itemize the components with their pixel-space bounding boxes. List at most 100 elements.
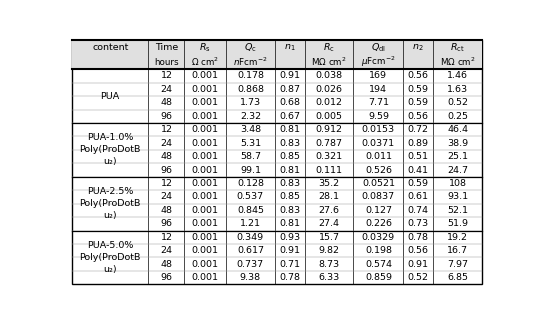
Text: 7.71: 7.71 <box>368 98 389 107</box>
Text: Time: Time <box>155 44 178 52</box>
Text: 0.56: 0.56 <box>408 71 429 80</box>
Text: 0.001: 0.001 <box>192 165 219 174</box>
Text: 0.001: 0.001 <box>192 273 219 282</box>
Text: 0.001: 0.001 <box>192 125 219 134</box>
Text: 0.321: 0.321 <box>316 152 343 161</box>
Text: 9.38: 9.38 <box>240 273 261 282</box>
Text: $Q_{\mathsf{c}}$: $Q_{\mathsf{c}}$ <box>244 42 257 54</box>
Text: 0.198: 0.198 <box>365 246 392 255</box>
Text: 0.617: 0.617 <box>237 246 264 255</box>
Text: 0.012: 0.012 <box>316 98 343 107</box>
Text: 0.87: 0.87 <box>279 85 300 94</box>
Text: u₂): u₂) <box>103 157 117 166</box>
Text: 27.6: 27.6 <box>318 206 340 215</box>
Text: 48: 48 <box>160 152 173 161</box>
Text: 27.4: 27.4 <box>318 219 340 228</box>
Text: 0.526: 0.526 <box>365 165 392 174</box>
Text: 24: 24 <box>160 139 173 148</box>
Text: 0.81: 0.81 <box>279 125 300 134</box>
Text: 0.83: 0.83 <box>279 206 300 215</box>
Text: 0.001: 0.001 <box>192 152 219 161</box>
Text: $R_{\mathsf{s}}$: $R_{\mathsf{s}}$ <box>199 42 211 54</box>
Text: 0.001: 0.001 <box>192 98 219 107</box>
Text: 0.111: 0.111 <box>316 165 343 174</box>
Text: PUA-5.0%: PUA-5.0% <box>87 241 133 250</box>
Text: 0.001: 0.001 <box>192 112 219 121</box>
Text: 0.787: 0.787 <box>316 139 343 148</box>
Text: 48: 48 <box>160 98 173 107</box>
Text: 0.868: 0.868 <box>237 85 264 94</box>
Text: 0.026: 0.026 <box>316 85 343 94</box>
Text: 0.71: 0.71 <box>279 260 300 269</box>
Text: 0.001: 0.001 <box>192 246 219 255</box>
Text: 0.74: 0.74 <box>408 206 429 215</box>
Text: hours: hours <box>154 58 179 67</box>
Text: 0.0521: 0.0521 <box>362 179 395 188</box>
Text: 0.56: 0.56 <box>408 246 429 255</box>
Text: 0.0329: 0.0329 <box>362 233 395 242</box>
Text: 0.001: 0.001 <box>192 139 219 148</box>
Text: 0.89: 0.89 <box>408 139 429 148</box>
Text: PUA-1.0%: PUA-1.0% <box>87 133 133 142</box>
Text: content: content <box>92 44 129 52</box>
Text: 58.7: 58.7 <box>240 152 261 161</box>
Text: 0.85: 0.85 <box>279 192 300 201</box>
Text: 0.85: 0.85 <box>279 152 300 161</box>
Text: 0.41: 0.41 <box>408 165 429 174</box>
Text: 0.001: 0.001 <box>192 192 219 201</box>
Text: 0.011: 0.011 <box>365 152 392 161</box>
Text: 0.127: 0.127 <box>365 206 392 215</box>
Text: 9.82: 9.82 <box>318 246 340 255</box>
Text: u₂): u₂) <box>103 211 117 220</box>
Text: 0.128: 0.128 <box>237 179 264 188</box>
Text: 48: 48 <box>160 206 173 215</box>
Text: 0.93: 0.93 <box>279 233 300 242</box>
Text: 1.73: 1.73 <box>240 98 261 107</box>
Text: 96: 96 <box>160 219 173 228</box>
Text: 1.21: 1.21 <box>240 219 261 228</box>
Text: 0.78: 0.78 <box>279 273 300 282</box>
Text: $n_2$: $n_2$ <box>413 43 424 53</box>
Text: 0.78: 0.78 <box>408 233 429 242</box>
Text: 0.349: 0.349 <box>237 233 264 242</box>
Text: 0.91: 0.91 <box>279 246 300 255</box>
Text: 0.001: 0.001 <box>192 85 219 94</box>
Text: $R_{\mathsf{ct}}$: $R_{\mathsf{ct}}$ <box>450 42 465 54</box>
Text: 16.7: 16.7 <box>447 246 468 255</box>
Text: 0.56: 0.56 <box>408 112 429 121</box>
Text: 0.912: 0.912 <box>316 125 343 134</box>
Text: 0.0837: 0.0837 <box>362 192 395 201</box>
Text: 96: 96 <box>160 273 173 282</box>
Text: 0.91: 0.91 <box>408 260 429 269</box>
Text: Poly(ProDotB: Poly(ProDotB <box>79 199 141 208</box>
Text: 0.574: 0.574 <box>365 260 392 269</box>
Text: $n_1$: $n_1$ <box>284 43 295 53</box>
Text: 25.1: 25.1 <box>447 152 468 161</box>
Text: 0.001: 0.001 <box>192 71 219 80</box>
Text: $Q_{\mathsf{dl}}$: $Q_{\mathsf{dl}}$ <box>371 42 386 54</box>
Text: 0.59: 0.59 <box>408 98 429 107</box>
Text: 35.2: 35.2 <box>318 179 340 188</box>
Text: 2.32: 2.32 <box>240 112 261 121</box>
Text: 0.845: 0.845 <box>237 206 264 215</box>
Text: 38.9: 38.9 <box>447 139 468 148</box>
Text: 0.73: 0.73 <box>408 219 429 228</box>
Text: 51.9: 51.9 <box>447 219 468 228</box>
Text: 24.7: 24.7 <box>447 165 468 174</box>
Text: 48: 48 <box>160 260 173 269</box>
Text: 0.859: 0.859 <box>365 273 392 282</box>
Text: 1.46: 1.46 <box>447 71 468 80</box>
Text: Poly(ProDotB: Poly(ProDotB <box>79 145 141 154</box>
Text: 96: 96 <box>160 112 173 121</box>
Text: 12: 12 <box>160 71 173 80</box>
Text: 0.67: 0.67 <box>279 112 300 121</box>
Text: 0.52: 0.52 <box>408 273 429 282</box>
Text: 169: 169 <box>369 71 388 80</box>
Text: 52.1: 52.1 <box>447 206 468 215</box>
Text: 0.81: 0.81 <box>279 165 300 174</box>
Text: 0.001: 0.001 <box>192 179 219 188</box>
Text: $\Omega$ cm$^2$: $\Omega$ cm$^2$ <box>191 56 219 68</box>
Text: 194: 194 <box>369 85 388 94</box>
Text: 0.001: 0.001 <box>192 233 219 242</box>
Text: 19.2: 19.2 <box>447 233 468 242</box>
